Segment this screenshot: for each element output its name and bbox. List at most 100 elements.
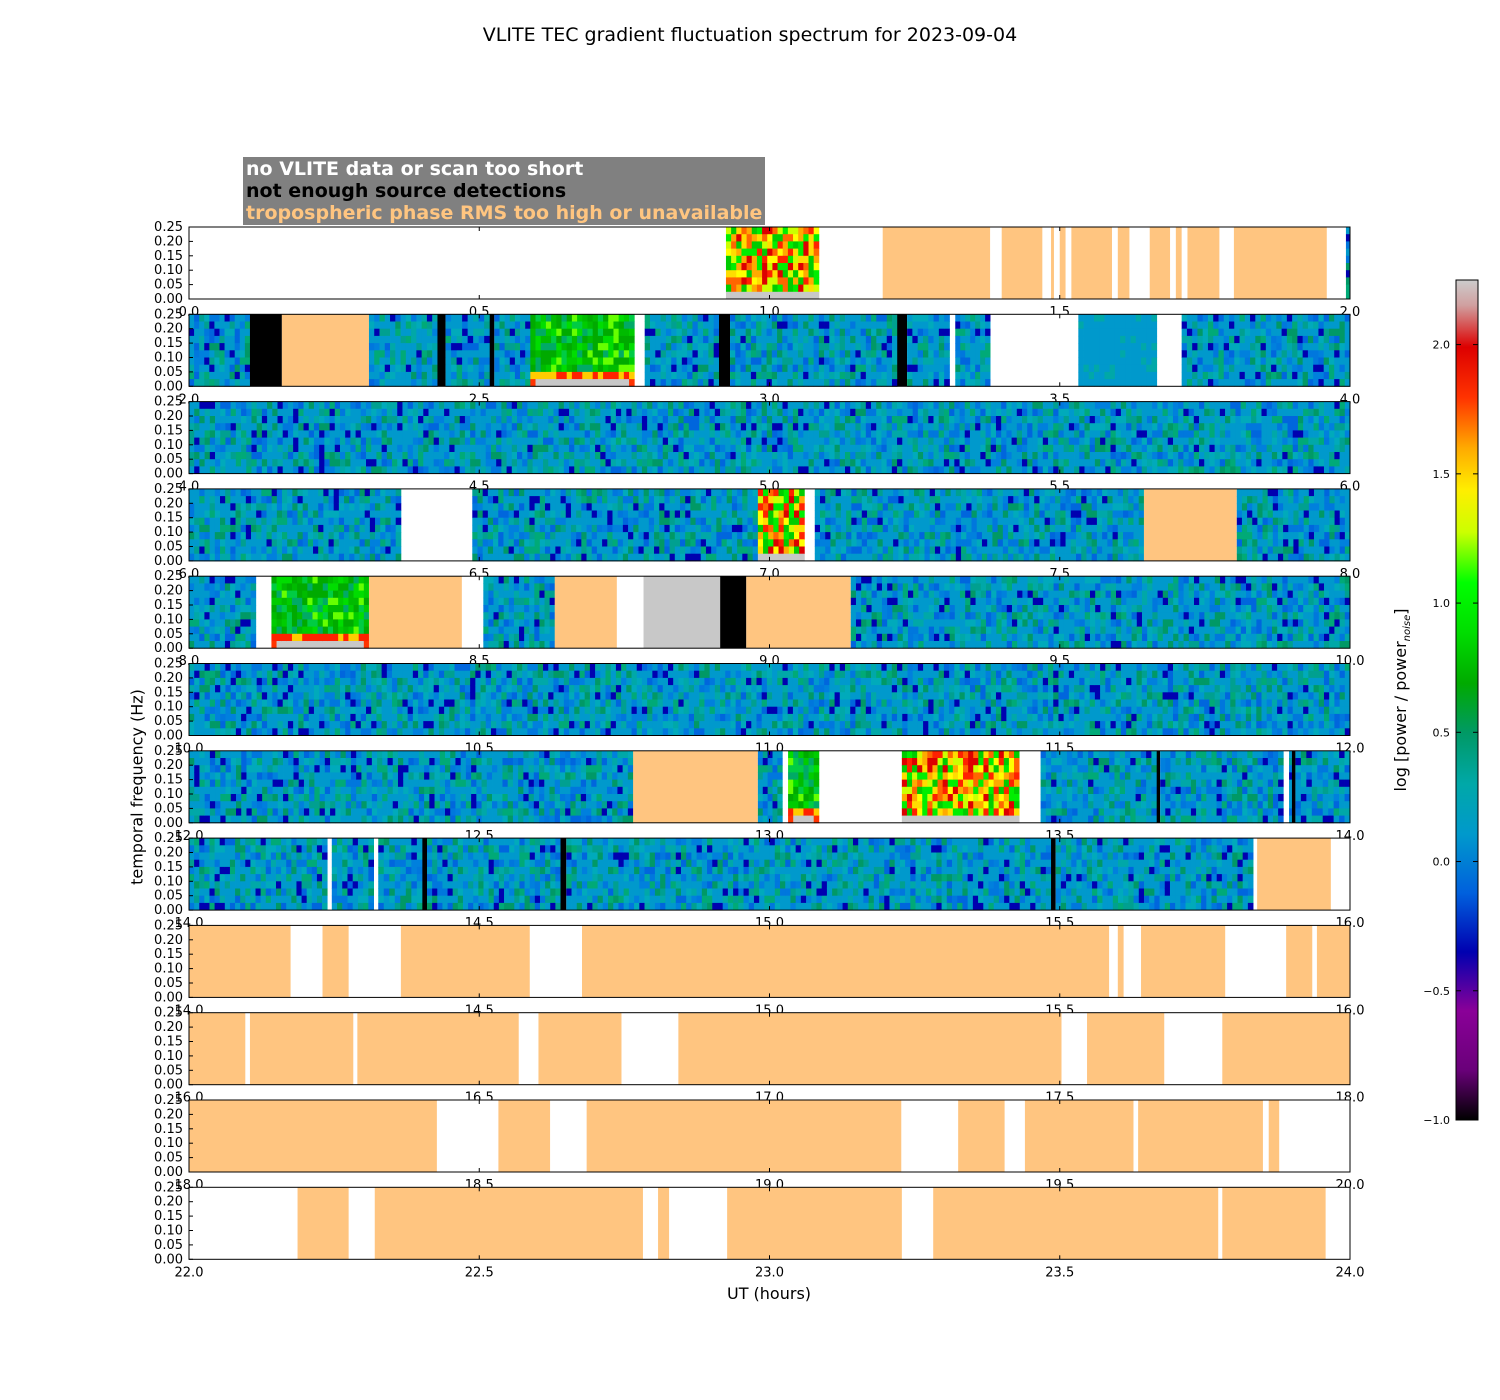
heat-cell	[545, 328, 552, 337]
heat-cell	[596, 488, 603, 497]
heat-cell	[1323, 416, 1330, 424]
heat-cell	[1094, 430, 1101, 438]
heat-cell	[596, 503, 603, 511]
heat-cell	[565, 488, 572, 497]
heat-cell	[239, 350, 246, 358]
heat-cell	[490, 430, 497, 438]
heat-cell	[1229, 321, 1235, 330]
heat-cell	[1183, 452, 1190, 460]
heat-cell	[881, 408, 888, 417]
heat-cell	[303, 408, 310, 417]
heat-cell	[292, 517, 298, 526]
heat-cell	[416, 357, 423, 366]
heat-cell	[975, 401, 981, 410]
heat-cell	[709, 408, 716, 417]
heat-cell	[1084, 430, 1091, 438]
heat-cell	[1344, 423, 1351, 431]
heat-cell	[766, 408, 773, 417]
heat-cell	[282, 401, 289, 410]
heat-cell	[225, 452, 232, 460]
heat-cell	[587, 350, 594, 358]
heat-cell	[703, 321, 709, 330]
heat-cell	[860, 423, 867, 431]
heat-cell	[949, 466, 955, 474]
heat-cell	[1016, 430, 1023, 438]
heat-cell	[1218, 350, 1225, 358]
heat-cell	[1027, 437, 1033, 446]
heat-cell	[261, 503, 267, 511]
heat-cell	[355, 430, 362, 438]
heat-cell	[240, 524, 247, 533]
heat-cell	[1157, 459, 1163, 467]
heat-cell	[494, 357, 500, 366]
heat-cell	[621, 430, 627, 438]
heat-cell	[660, 357, 667, 366]
heat-cell	[556, 335, 562, 344]
heat-cell	[808, 291, 815, 300]
heat-cell	[540, 314, 547, 322]
heat-cell	[756, 437, 763, 446]
heat-cell	[917, 343, 924, 351]
heat-cell	[537, 459, 544, 467]
heat-cell	[1234, 364, 1240, 373]
heat-cell	[241, 423, 247, 431]
heat-cell	[1114, 357, 1121, 366]
heat-cell	[750, 357, 757, 366]
heat-cell	[975, 350, 981, 358]
heat-cell	[943, 437, 950, 446]
heat-cell	[241, 401, 247, 410]
heat-cell	[540, 379, 547, 387]
heat-cell	[272, 444, 278, 453]
heat-cell	[199, 343, 205, 351]
heat-cell	[808, 379, 815, 387]
heat-cell	[740, 328, 747, 337]
heat-cell	[487, 553, 494, 562]
heat-cell	[360, 452, 367, 460]
heat-cell	[750, 379, 757, 387]
heat-cell	[607, 524, 613, 533]
heat-cell	[569, 452, 575, 460]
heat-cell	[725, 277, 732, 285]
heat-cell	[1230, 459, 1236, 467]
heat-cell	[756, 263, 763, 271]
heat-cell	[1225, 430, 1231, 438]
heat-cell	[850, 401, 856, 410]
heat-cell	[1105, 466, 1111, 474]
heat-cell	[1089, 459, 1096, 467]
heat-cell	[1234, 321, 1240, 330]
heat-cell	[647, 452, 653, 460]
heat-cell	[912, 444, 919, 453]
heat-cell	[319, 408, 325, 417]
heat-cell	[761, 401, 768, 410]
heat-cell	[428, 459, 435, 467]
heat-cell	[261, 524, 267, 533]
heat-cell	[631, 401, 638, 410]
heat-cell	[1235, 459, 1242, 467]
heat-cell	[519, 524, 525, 533]
y-tick-label: 0.10	[154, 438, 183, 453]
heat-cell	[516, 444, 523, 453]
heat-cell	[933, 408, 940, 417]
heat-cell	[209, 553, 216, 562]
heat-cell	[308, 466, 315, 474]
heat-cell	[643, 553, 650, 562]
heat-cell	[591, 503, 598, 511]
heat-cell	[1230, 466, 1236, 474]
heat-cell	[860, 408, 867, 417]
heat-cell	[1089, 401, 1096, 410]
heat-cell	[550, 517, 556, 526]
heat-cell	[767, 241, 773, 249]
heat-cell	[652, 452, 658, 460]
heat-cell	[1100, 416, 1106, 424]
heat-cell	[1344, 466, 1351, 474]
heat-cell	[1281, 343, 1288, 351]
heat-cell	[584, 459, 591, 467]
heat-cell	[928, 423, 934, 431]
heat-cell	[225, 459, 232, 467]
heat-cell	[980, 357, 986, 366]
heat-cell	[543, 430, 549, 438]
heat-cell	[209, 321, 215, 330]
heat-cell	[318, 488, 324, 497]
heat-cell	[725, 270, 732, 278]
heat-cell	[535, 328, 542, 337]
